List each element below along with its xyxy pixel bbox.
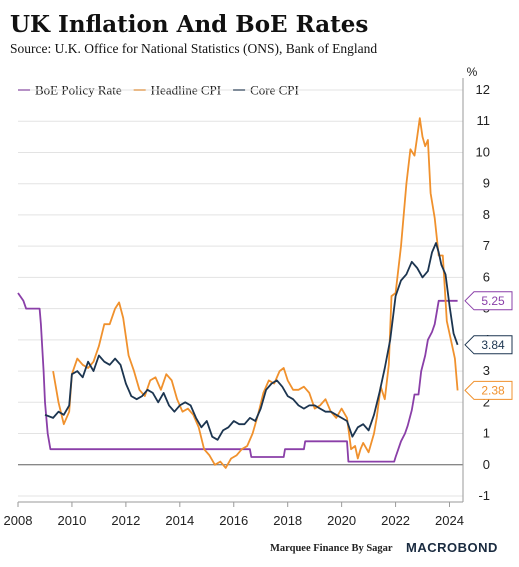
y-tick-label-6: 6 <box>483 269 490 284</box>
y-tick-label-10: 10 <box>476 144 490 159</box>
series-line-core-cpi <box>44 242 459 441</box>
x-tick-label-2010: 2010 <box>57 513 86 528</box>
callout-box-core-cpi <box>464 335 513 355</box>
y-tick-label-2: 2 <box>483 394 490 409</box>
y-tick-label-1: 1 <box>483 426 490 441</box>
x-tick-label-2020: 2020 <box>327 513 356 528</box>
y-tick-label-12: 12 <box>476 82 490 97</box>
y-tick-label--1: -1 <box>478 488 490 503</box>
credit-text: Marquee Finance By Sagar <box>270 543 393 554</box>
x-tick-label-2024: 2024 <box>435 513 464 528</box>
callout-boe-policy-rate: 5.25 <box>464 291 513 311</box>
callout-box-headline-cpi <box>464 380 513 400</box>
y-tick-label-9: 9 <box>483 176 490 191</box>
callout-box-boe-policy-rate <box>464 291 513 311</box>
x-tick-label-2014: 2014 <box>165 513 194 528</box>
callout-value-core-cpi: 3.84 <box>481 338 505 352</box>
y-tick-label-0: 0 <box>483 457 490 472</box>
callout-value-boe-policy-rate: 5.25 <box>481 294 505 308</box>
callout-headline-cpi: 2.38 <box>464 380 513 400</box>
series-line-headline-cpi <box>52 117 459 469</box>
y-tick-label-11: 11 <box>477 113 491 128</box>
callout-value-headline-cpi: 2.38 <box>481 383 505 397</box>
brand-logo: MACROBOND <box>406 540 498 555</box>
x-tick-label-2012: 2012 <box>111 513 140 528</box>
y-tick-label-8: 8 <box>483 207 490 222</box>
x-tick-label-2008: 2008 <box>4 513 33 528</box>
axes: -101234567891011122008201020122014201620… <box>4 78 490 528</box>
series-line-boe-policy-rate <box>17 292 458 463</box>
y-unit-label: % <box>467 65 478 79</box>
x-tick-label-2022: 2022 <box>381 513 410 528</box>
chart-title: UK Inflation And BoE Rates <box>10 11 368 38</box>
callout-core-cpi: 3.84 <box>464 335 513 355</box>
chart-subtitle: Source: U.K. Office for National Statist… <box>10 41 377 56</box>
x-tick-label-2016: 2016 <box>219 513 248 528</box>
latest-value-callouts: 5.25 3.84 2.38 <box>464 291 513 400</box>
series-group <box>17 117 459 469</box>
x-tick-label-2018: 2018 <box>273 513 302 528</box>
y-tick-label-7: 7 <box>483 238 490 253</box>
y-tick-label-3: 3 <box>483 363 490 378</box>
